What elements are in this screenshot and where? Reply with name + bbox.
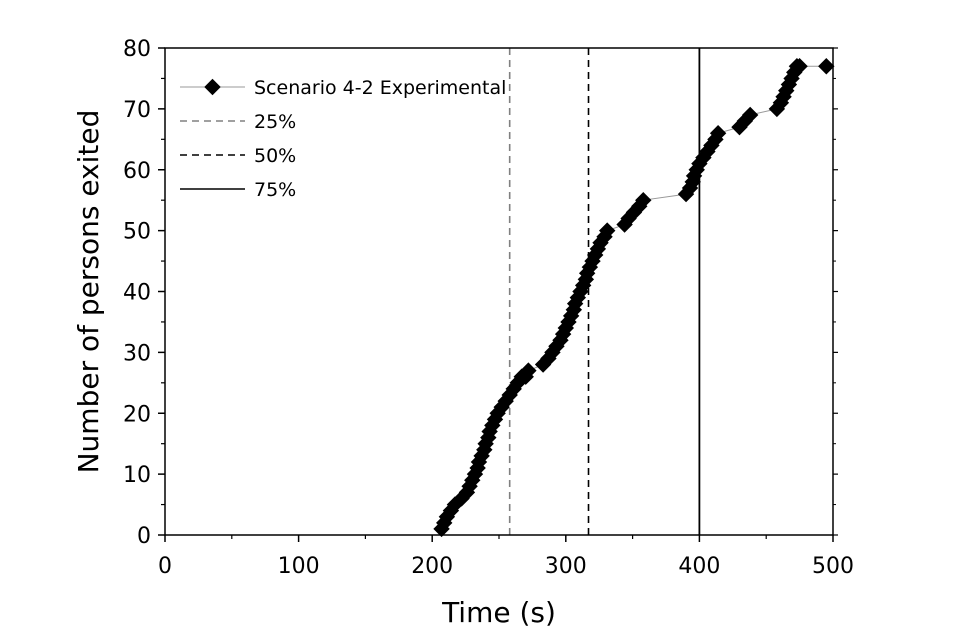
y-tick-label: 80: [123, 37, 151, 62]
x-axis-ticks: 0 100 200 300 400 500: [158, 535, 854, 579]
series-scenario-4-2: [433, 58, 835, 538]
y-tick-label: 20: [123, 402, 151, 427]
x-tick-label: 0: [158, 554, 172, 579]
series-line: [441, 65, 827, 530]
legend-label: 50%: [254, 145, 296, 167]
x-tick-label: 200: [411, 554, 453, 579]
y-axis-ticks: 0 10 20 30 40 50 60 70 80: [123, 37, 838, 549]
x-tick-label: 500: [812, 554, 854, 579]
legend: Scenario 4-2 Experimental 25% 50% 75%: [180, 77, 506, 201]
y-tick-label: 70: [123, 98, 151, 123]
data-point: [520, 362, 537, 379]
x-axis-title: Time (s): [441, 596, 556, 629]
y-tick-label: 0: [137, 524, 151, 549]
data-point: [204, 78, 221, 96]
data-point: [599, 222, 616, 239]
x-tick-label: 400: [678, 554, 720, 579]
y-tick-label: 50: [123, 220, 151, 245]
legend-label: 75%: [254, 179, 296, 201]
reference-lines: [508, 48, 701, 535]
y-tick-label: 10: [123, 463, 151, 488]
x-tick-label: 300: [545, 554, 587, 579]
data-point: [791, 58, 808, 75]
data-point: [818, 58, 835, 75]
legend-label: 25%: [254, 111, 296, 133]
y-tick-label: 30: [123, 341, 151, 366]
data-point: [635, 191, 652, 209]
y-tick-label: 60: [123, 159, 151, 184]
data-point: [741, 106, 759, 124]
legend-label: Scenario 4-2 Experimental: [254, 77, 506, 99]
y-axis-title: Number of persons exited: [72, 110, 105, 474]
x-tick-label: 100: [278, 554, 320, 579]
data-point: [709, 125, 727, 142]
y-tick-label: 40: [123, 281, 151, 306]
